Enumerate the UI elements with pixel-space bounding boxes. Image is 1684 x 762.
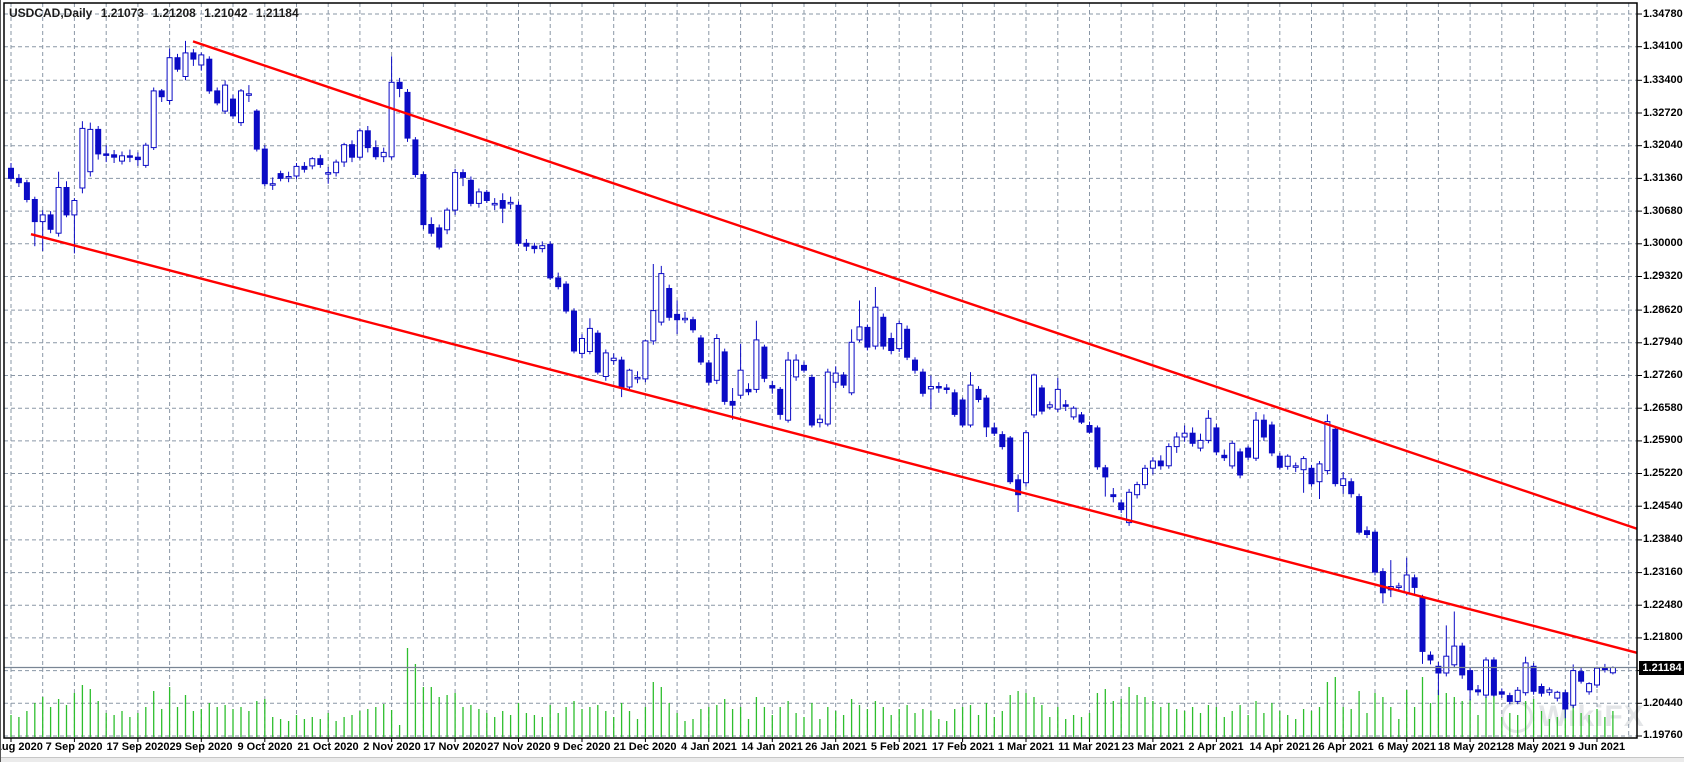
date-axis-label: 17 Nov 2020 bbox=[423, 741, 487, 753]
channel-upper bbox=[192, 40, 1638, 530]
date-axis-label: 21 Dec 2020 bbox=[613, 741, 677, 753]
date-axis-label: 7 Sep 2020 bbox=[45, 741, 103, 753]
date-axis-label: 26 Apr 2021 bbox=[1312, 741, 1374, 753]
price-axis-label: 1.23160 bbox=[1643, 566, 1683, 578]
date-axis-label: 11 Mar 2021 bbox=[1058, 741, 1120, 753]
current-price-badge: 1.21184 bbox=[1639, 661, 1684, 675]
price-axis-label: 1.19760 bbox=[1643, 729, 1683, 741]
date-axis-label: 17 Sep 2020 bbox=[106, 741, 170, 753]
date-axis-label: 28 May 2021 bbox=[1501, 741, 1567, 753]
date-axis-label: 9 Jun 2021 bbox=[1568, 741, 1626, 753]
date-axis-label: 14 Apr 2021 bbox=[1249, 741, 1311, 753]
price-axis-label: 1.33400 bbox=[1643, 74, 1683, 86]
grid-layer bbox=[4, 3, 1637, 738]
plot-border bbox=[3, 2, 1642, 742]
date-axis-label: 26 Jan 2021 bbox=[805, 741, 867, 753]
trendlines-layer bbox=[30, 40, 1638, 654]
price-axis-label: 1.34780 bbox=[1643, 8, 1683, 20]
date-axis-label: 17 Feb 2021 bbox=[931, 741, 995, 753]
price-axis-label: 1.27260 bbox=[1643, 369, 1683, 381]
date-axis-label: 18 May 2021 bbox=[1437, 741, 1503, 753]
date-axis-label: 26 Aug 2020 bbox=[1, 741, 43, 753]
price-axis-label: 1.31360 bbox=[1643, 172, 1683, 184]
date-axis-label: 2 Nov 2020 bbox=[363, 741, 421, 753]
volume-layer bbox=[10, 648, 1614, 737]
price-axis-label: 1.26580 bbox=[1643, 402, 1683, 414]
quote-low: 1.21042 bbox=[204, 6, 248, 20]
price-axis-label: 1.25220 bbox=[1643, 467, 1683, 479]
wikifx-watermark-text: WikiFX bbox=[1539, 700, 1645, 733]
date-axis-label: 4 Jan 2021 bbox=[681, 741, 737, 753]
quote-high: 1.21208 bbox=[152, 6, 196, 20]
price-axis-label: 1.24540 bbox=[1643, 500, 1683, 512]
date-axis-label: 27 Nov 2020 bbox=[487, 741, 551, 753]
status-strip bbox=[1, 757, 1684, 762]
price-axis-label: 1.20440 bbox=[1643, 697, 1683, 709]
chart-title: USDCAD,Daily 1.21073 1.21208 1.21042 1.2… bbox=[9, 6, 304, 20]
price-axis-label: 1.21800 bbox=[1643, 631, 1683, 643]
wikifx-watermark: WikiFX bbox=[1501, 700, 1645, 734]
quote-close: 1.21184 bbox=[255, 6, 299, 20]
price-axis-label: 1.30680 bbox=[1643, 205, 1683, 217]
price-axis-label: 1.34100 bbox=[1643, 40, 1683, 52]
date-axis-label: 2 Apr 2021 bbox=[1188, 741, 1244, 753]
price-axis-label: 1.23840 bbox=[1643, 533, 1683, 545]
date-axis-label: 14 Jan 2021 bbox=[741, 741, 803, 753]
symbol-timeframe-label: USDCAD,Daily bbox=[9, 6, 93, 20]
date-axis-label: 5 Feb 2021 bbox=[870, 741, 928, 753]
price-axis-label: 1.29320 bbox=[1643, 270, 1683, 282]
quote-open: 1.21073 bbox=[100, 6, 145, 20]
candles-layer bbox=[8, 40, 1616, 719]
date-axis-label: 9 Dec 2020 bbox=[553, 741, 611, 753]
price-axis-label: 1.32720 bbox=[1643, 107, 1683, 119]
price-axis-label: 1.32040 bbox=[1643, 139, 1683, 151]
wikifx-logo-icon bbox=[1501, 701, 1533, 733]
date-axis-label: 6 May 2021 bbox=[1377, 741, 1437, 753]
price-axis-label: 1.27940 bbox=[1643, 336, 1683, 348]
date-axis-label: 1 Mar 2021 bbox=[997, 741, 1055, 753]
price-axis-label: 1.22480 bbox=[1643, 599, 1683, 611]
date-axis-label: 9 Oct 2020 bbox=[237, 741, 293, 753]
date-axis-label: 23 Mar 2021 bbox=[1121, 741, 1185, 753]
date-axis-label: 29 Sep 2020 bbox=[169, 741, 233, 753]
price-axis-label: 1.30000 bbox=[1643, 237, 1683, 249]
price-axis-label: 1.28620 bbox=[1643, 304, 1683, 316]
date-axis-label: 21 Oct 2020 bbox=[297, 741, 359, 753]
price-axis-label: 1.25900 bbox=[1643, 434, 1683, 446]
channel-lower bbox=[30, 233, 1638, 654]
